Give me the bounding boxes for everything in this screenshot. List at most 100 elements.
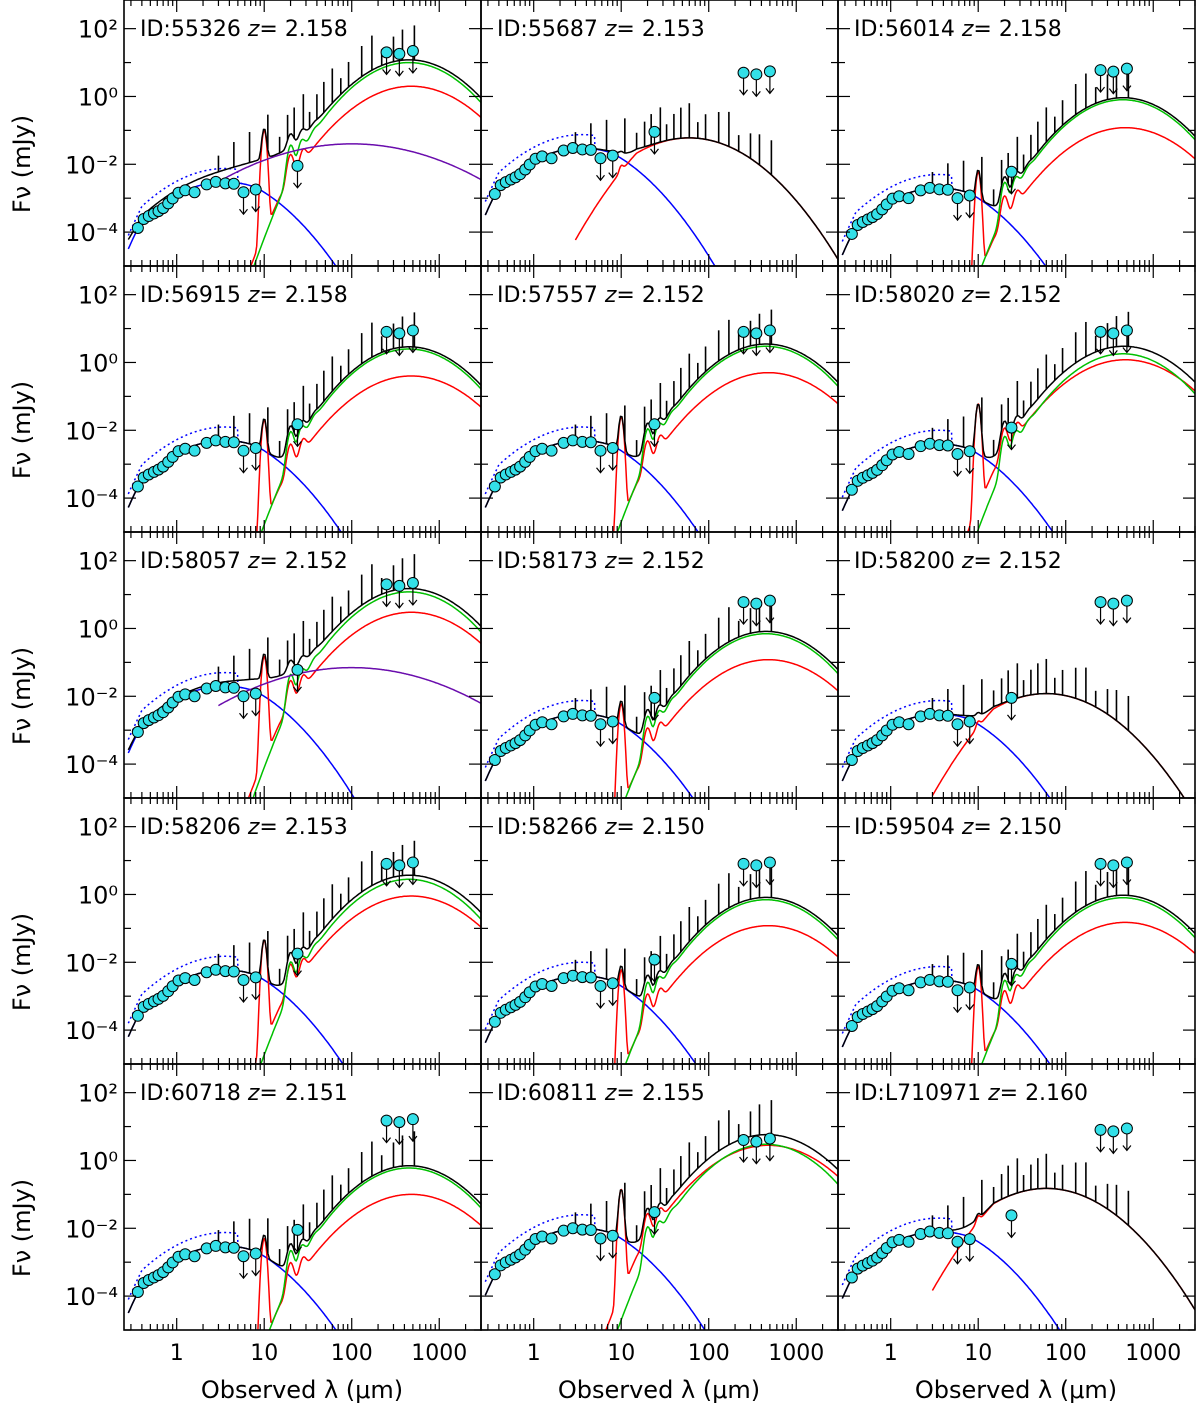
x-axis-labels: Observed λ (μm) Observed λ (μm) Observed… [201,1376,1117,1404]
upper-limit-arrow [251,453,261,471]
panel-id-label: ID:56915 z= 2.158 [140,283,348,308]
upper-limit-arrow [293,1234,302,1253]
upper-limit-arrow [751,870,761,889]
y-tick-label: 10² [78,282,118,310]
upper-limit-point [963,189,976,202]
upper-limit-point [1120,594,1133,607]
panel-id: ID:59504 [854,815,962,840]
green-dust-curve [253,61,481,266]
x-ticks [844,266,1196,532]
upper-limit-arrow [382,589,392,608]
panel-id-label: ID:L710971 z= 2.160 [854,1081,1088,1106]
upper-limit-point [1005,691,1018,704]
photometry-point [845,1271,858,1284]
upper-limit-point [606,442,619,455]
stellar-curve [841,713,1051,798]
upper-limit-point [1005,957,1018,970]
photometry-point [941,1227,954,1240]
panel-z-value: 2.158 [285,283,348,308]
unattenuated-stellar-curve [127,426,246,495]
upper-limit-point [648,418,661,431]
green-dust-curve [252,591,481,798]
upper-limit-point [737,325,750,338]
y-ticks [124,28,481,267]
photometry-point [188,1250,201,1263]
upper-limit-arrow [765,867,775,886]
photometry-points [131,856,419,1022]
total-model-curve [841,345,1195,512]
x-axis-label-col-2: Observed λ (μm) [558,1376,760,1404]
plot-area [484,65,838,266]
y-tick-label: 10⁻² [65,1215,118,1243]
upper-limit-point [737,596,750,609]
x-ticks [844,532,1196,798]
upper-limit-arrow [1096,868,1106,887]
upper-limit-point [249,442,262,455]
panel-id: ID:58200 [854,549,962,574]
upper-limit-arrow [650,429,659,448]
upper-limit-point [951,718,964,731]
upper-limit-point [951,1235,964,1248]
panel-id: ID:58206 [140,815,248,840]
unattenuated-stellar-curve [127,1231,246,1300]
panel-id: ID:56915 [140,283,248,308]
stellar-curve [841,979,1051,1064]
upper-limit-point [648,953,661,966]
upper-limit-point [1107,859,1120,872]
upper-limit-point [249,1247,262,1260]
panel-id-label: ID:57557 z= 2.152 [497,283,705,308]
photometry-points [488,1132,776,1281]
photometry-point [845,753,858,766]
green-dust-curve [981,897,1195,1064]
photometry-point [545,718,558,731]
upper-limit-arrow [739,336,749,355]
upper-limit-arrow [408,55,418,74]
unattenuated-stellar-curve [484,961,603,1030]
upper-limit-arrow [608,726,618,745]
photometry-point [584,1224,597,1237]
green-dust-curve [260,878,481,1064]
upper-limit-arrow [1108,608,1118,627]
red-dust-curve [931,692,1186,798]
plot-area [484,856,838,1064]
panel-z-label: z= [247,283,285,308]
unattenuated-stellar-curve [841,1217,960,1286]
green-dust-curve [624,632,838,798]
upper-limit-arrow [953,1246,962,1265]
red-dust-curve [614,658,838,798]
x-tick-label: 1000 [411,1341,467,1366]
upper-limit-arrow [408,335,418,354]
total-model-curve [841,1187,1195,1311]
y-axis-label-row-4: Fν (mJy) [8,913,36,1011]
upper-limit-point [380,46,393,59]
photometry-points [488,65,776,201]
panel-z-label: z= [604,17,642,42]
plot-area [127,312,481,532]
y-ticks [124,560,481,799]
y-tick-label: 10⁻⁴ [65,1017,118,1045]
panel-id-label: ID:58020 z= 2.152 [854,283,1062,308]
x-tick-label: 1000 [1125,1341,1181,1366]
panel-id: ID:58173 [497,549,605,574]
upper-limit-arrow [965,200,975,219]
total-model-curve [841,692,1186,798]
upper-limit-point [750,597,763,610]
upper-limit-point [1120,856,1133,869]
upper-limit-point [249,687,262,700]
upper-limit-point [951,984,964,997]
upper-limit-point [1094,857,1107,870]
upper-limit-point [1107,65,1120,78]
photometry-point [941,439,954,452]
upper-limit-arrow [239,455,248,474]
plot-area [484,309,838,532]
upper-limit-arrow [650,702,659,721]
panel-id: ID:60718 [140,1081,248,1106]
upper-limit-point [291,663,304,676]
photometry-points [845,1122,1133,1284]
plot-area [841,311,1195,532]
photometry-point [845,1019,858,1032]
upper-limit-arrow [1096,1134,1106,1153]
panel-z-value: 2.152 [642,549,705,574]
photometry-point [227,681,240,694]
sed-panel: 1 10 100 1000 ID:60811 z= 2.155 [480,1063,839,1366]
